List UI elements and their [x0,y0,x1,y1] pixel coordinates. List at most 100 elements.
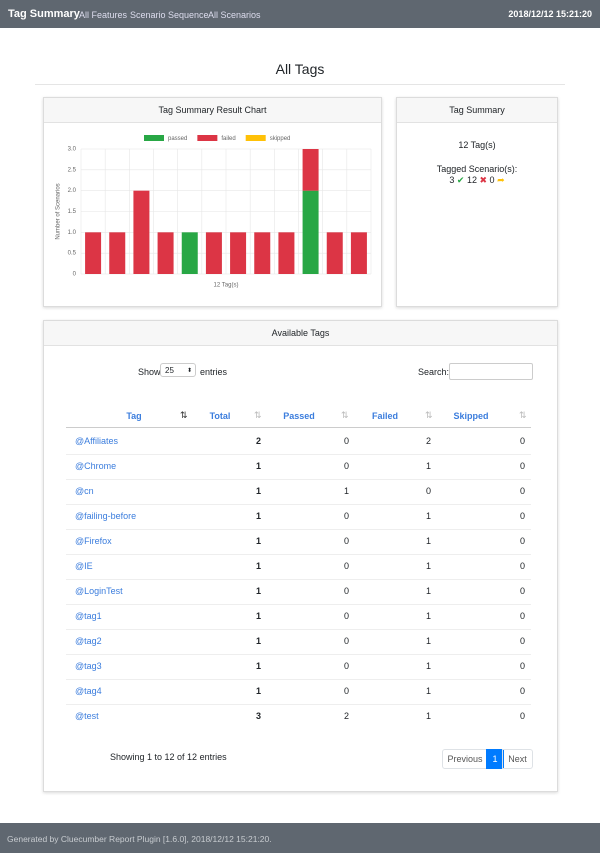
y-tick-label: 2.5 [68,167,77,173]
bar-segment [157,232,174,274]
cell: 1 [425,461,431,471]
tag-link[interactable]: @tag1 [75,611,102,621]
tags-card: Available Tags Show 25 ⬍ entries Search: … [43,320,558,792]
row-rule [66,679,531,680]
column-header[interactable]: Tag [126,411,142,421]
nav-link[interactable]: Scenario Sequence [130,10,209,20]
page-button[interactable]: 1 [486,749,504,769]
tag-link[interactable]: @Chrome [75,461,117,471]
search-label: Search: [418,367,450,377]
sort-icon[interactable]: ⇅ [341,410,349,420]
bar-segment [133,190,150,274]
tag-link[interactable]: @LoginTest [75,586,123,596]
card-title: Available Tags [44,321,557,346]
cell: 0 [343,561,349,571]
next-button[interactable]: Next [502,749,533,769]
cell: 1 [255,611,261,621]
column-header[interactable]: Skipped [453,411,489,421]
y-tick-label: 1.0 [68,230,77,236]
brand[interactable]: Tag Summary [8,8,80,20]
chart-card: Tag Summary Result Chart 0 0.5 1.0 1.5 2.0 2.… [43,97,382,307]
sort-icon[interactable]: ⇅ [425,410,433,420]
cell: 0 [519,586,525,596]
cell: 0 [343,511,349,521]
tag-link[interactable]: @tag4 [75,686,102,696]
legend-label: passed [168,136,187,142]
cell: 0 [519,436,525,446]
column-header[interactable]: Passed [283,411,315,421]
row-rule [66,604,531,605]
sort-icon[interactable]: ⇅ [519,410,527,420]
sort-icon[interactable]: ⇅ [180,410,188,420]
nav-link[interactable]: All Features [79,10,128,20]
card-title: Tag Summary Result Chart [44,98,381,123]
row-rule [66,554,531,555]
bar-segment [109,232,126,274]
tag-link[interactable]: @Affiliates [75,436,118,446]
legend-swatch [245,135,266,141]
column-header[interactable]: Failed [371,411,398,421]
skipped-count: 0 [489,175,495,185]
entries-label: entries [200,367,228,377]
select-arrow: ⬍ [186,368,192,374]
cell: 1 [425,611,431,621]
page-size-select[interactable]: 25 ⬍ [160,363,196,377]
cell: 0 [343,536,349,546]
cell: 1 [425,686,431,696]
navbar: Tag Summary All Features Scenario Sequen… [0,0,600,28]
y-axis-label: Number of Scenarios [56,183,62,239]
tag-link[interactable]: @tag3 [75,661,102,671]
bar-segment [181,232,198,274]
cell: 1 [425,586,431,596]
header-rule [66,427,531,428]
bar-segment [85,232,102,274]
failed-icon: ✖ [479,175,488,185]
bar-segment [326,232,343,274]
column-header[interactable]: Total [209,411,231,421]
tag-link[interactable]: @test [75,711,99,721]
y-tick-label: 3.0 [68,147,77,153]
footer-text: Generated by Cluecumber Report Plugin [1… [7,834,272,844]
search-input[interactable] [449,363,533,380]
cell: 1 [255,461,261,471]
card-title: Tag Summary [397,98,557,123]
passed-icon: ✔ [456,175,465,185]
footer: Generated by Cluecumber Report Plugin [1… [0,823,600,853]
tagged-label: Tagged Scenario(s): [436,164,518,174]
bar-segment [230,232,247,274]
bar-segment [302,149,319,191]
row-rule [66,504,531,505]
row-rule [66,454,531,455]
cell: 0 [519,536,525,546]
cell: 0 [519,486,525,496]
nav-link[interactable]: All Scenarios [208,10,261,20]
scenario-counts: 3 ✔ 12 ✖ 0 ➦ [397,175,557,186]
legend-label: skipped [270,136,291,142]
cell: 2 [343,711,349,721]
tag-link[interactable]: @Firefox [75,536,112,546]
cell: 1 [425,661,431,671]
bar-segment [205,232,222,274]
y-tick-label: 0 [73,272,77,278]
cell: 0 [343,436,349,446]
sort-icon[interactable]: ⇅ [254,410,262,420]
row-rule [66,654,531,655]
tag-link[interactable]: @IE [75,561,93,571]
tag-link[interactable]: @cn [75,486,94,496]
cell: 0 [343,611,349,621]
bar-segment [254,232,271,274]
cell: 0 [519,711,525,721]
cell: 1 [255,661,261,671]
cell: 1 [255,686,261,696]
cell: 0 [343,686,349,696]
y-tick-label: 1.5 [68,209,77,215]
y-tick-label: 2.0 [68,188,77,194]
cell: 1 [255,511,261,521]
tag-link[interactable]: @failing-before [75,511,137,521]
cell: 0 [519,611,525,621]
tag-link[interactable]: @tag2 [75,636,102,646]
previous-button[interactable]: Previous [442,749,488,769]
cell: 3 [255,711,261,721]
page-size: 25 [165,366,174,375]
